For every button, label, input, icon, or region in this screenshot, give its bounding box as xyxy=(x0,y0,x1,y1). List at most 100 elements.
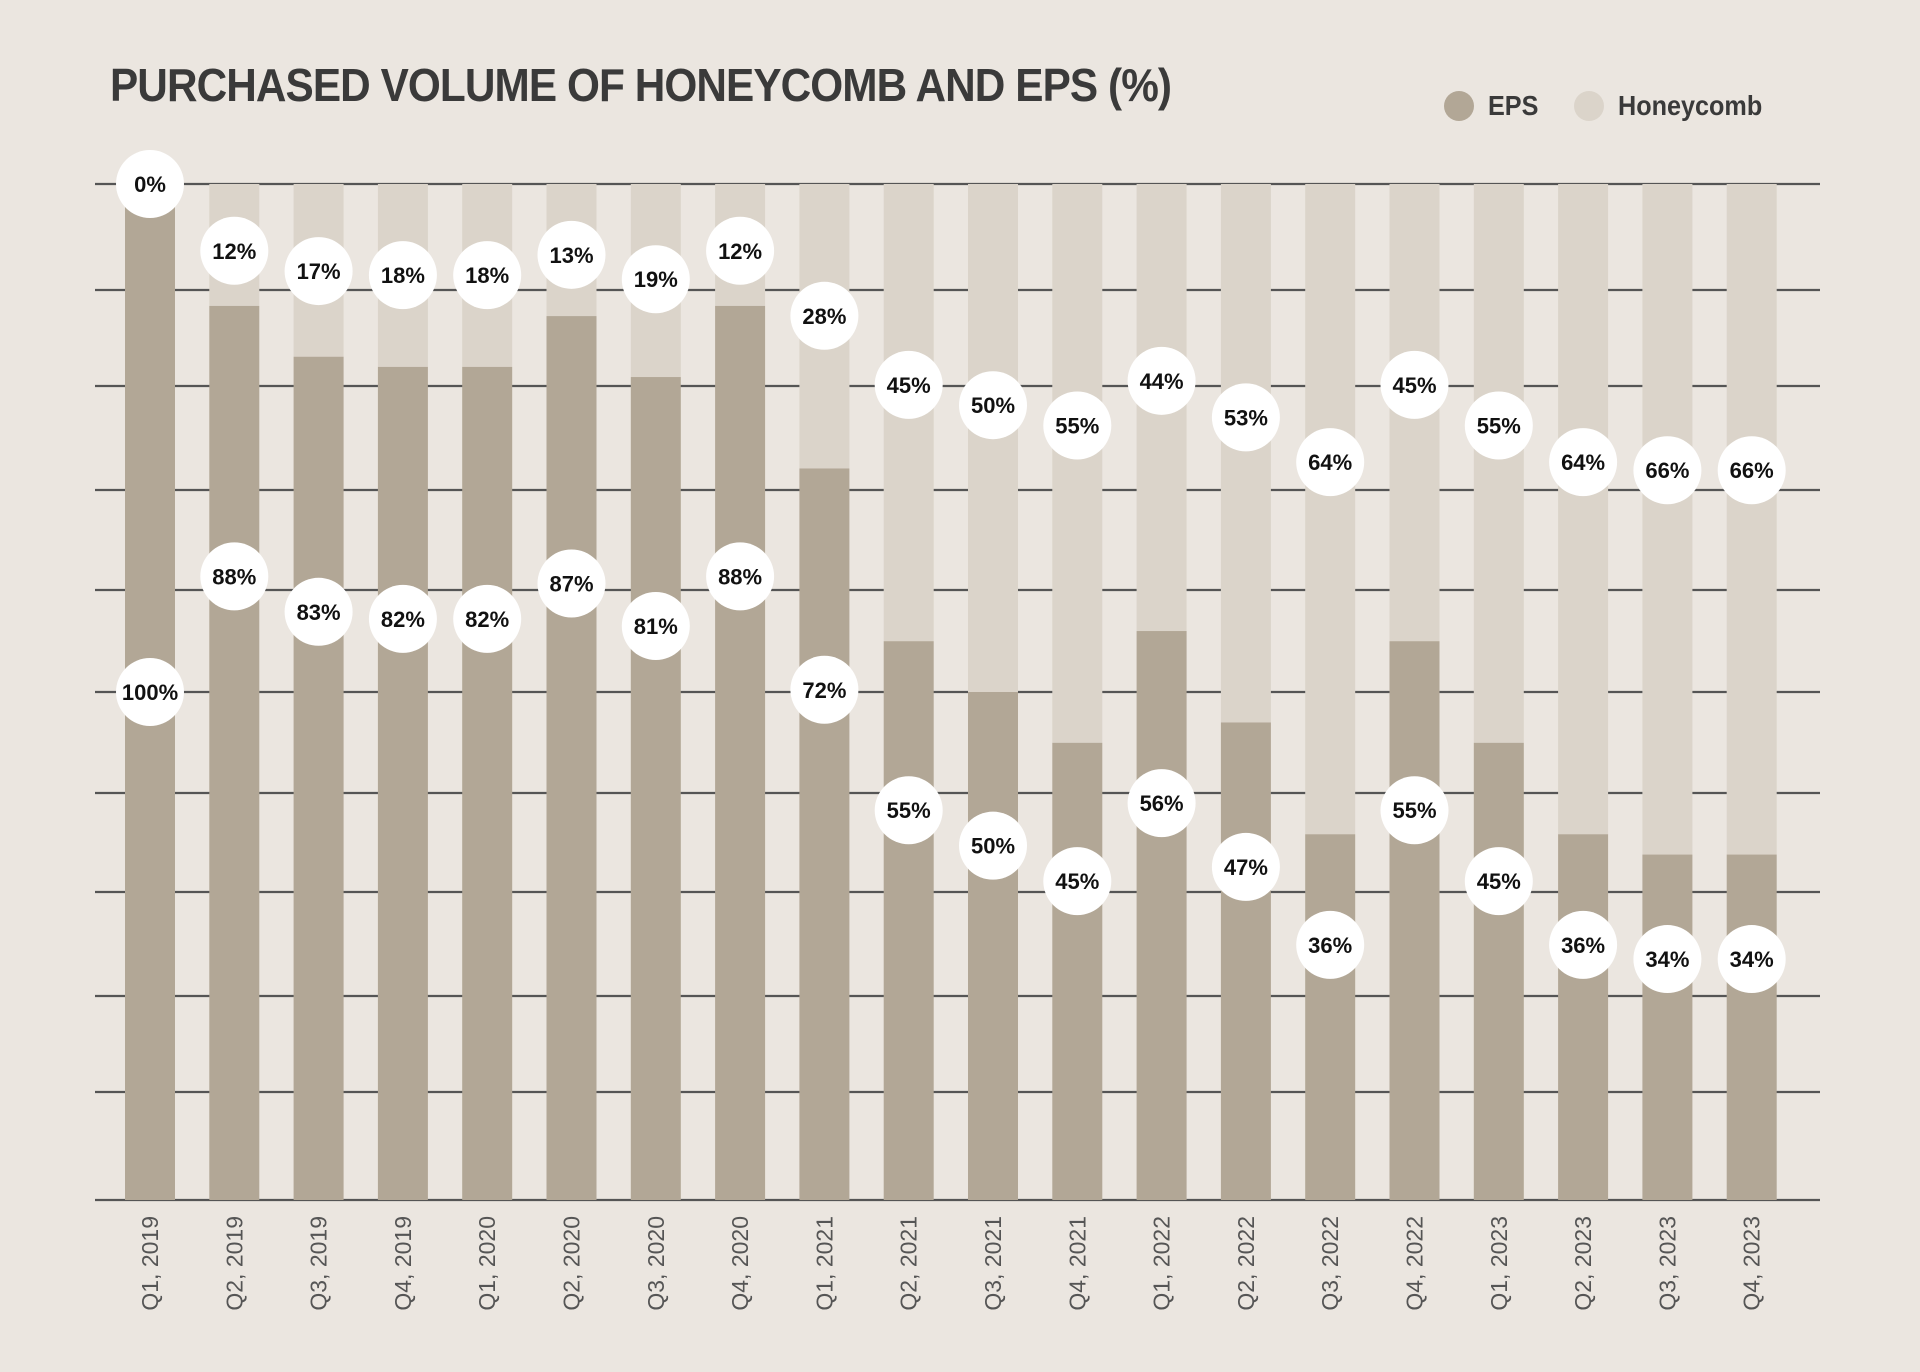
data-label-bubble xyxy=(368,584,437,653)
legend-label-honeycomb: Honeycomb xyxy=(1617,90,1762,121)
data-label-bubble xyxy=(1296,428,1365,497)
data-label-eps: 100% xyxy=(116,658,184,726)
bar-eps xyxy=(799,468,850,1201)
data-label-text: 36% xyxy=(1561,933,1605,958)
data-label-text: 55% xyxy=(1055,414,1099,439)
data-label-bubble xyxy=(284,577,353,646)
data-label-text: 88% xyxy=(718,564,762,589)
data-label-text: 83% xyxy=(297,600,341,625)
data-label-text: 81% xyxy=(634,614,678,639)
data-label-eps: 81% xyxy=(621,591,690,660)
bar-eps xyxy=(293,356,344,1201)
bar-eps xyxy=(462,366,513,1200)
data-label-text: 82% xyxy=(465,607,509,632)
data-label-bubble xyxy=(1717,436,1786,505)
data-label-bubble xyxy=(1717,925,1786,994)
data-label-text: 47% xyxy=(1224,855,1268,880)
x-tick-label: Q2, 2023 xyxy=(1570,1216,1596,1311)
x-tick-label: Q3, 2020 xyxy=(643,1216,669,1311)
data-label-honeycomb: 50% xyxy=(959,371,1027,440)
x-tick-label: Q1, 2021 xyxy=(811,1216,837,1311)
x-tick-label: Q1, 2019 xyxy=(137,1216,163,1311)
x-tick-label: Q1, 2022 xyxy=(1149,1216,1175,1311)
chart-title: PURCHASED VOLUME OF HONEYCOMB AND EPS (%… xyxy=(110,59,1172,111)
data-label-bubble xyxy=(200,542,269,611)
x-tick-label: Q4, 2023 xyxy=(1739,1216,1765,1311)
data-label-bubble xyxy=(1127,769,1196,838)
bars xyxy=(125,184,1777,1201)
x-tick-label: Q3, 2023 xyxy=(1654,1216,1680,1311)
data-label-text: 12% xyxy=(718,239,762,264)
data-label-honeycomb: 64% xyxy=(1296,428,1365,497)
data-label-bubble xyxy=(116,150,184,218)
data-label-text: 64% xyxy=(1308,450,1352,475)
data-label-bubble xyxy=(1296,910,1365,979)
x-tick-label: Q2, 2022 xyxy=(1233,1216,1259,1311)
data-label-bubble xyxy=(1211,832,1280,901)
data-label-honeycomb: 66% xyxy=(1633,436,1702,505)
data-label-bubble xyxy=(453,241,522,310)
data-label-bubble xyxy=(959,371,1027,440)
data-label-text: 87% xyxy=(549,571,593,596)
data-label-text: 44% xyxy=(1140,369,1184,394)
data-label-text: 82% xyxy=(381,607,425,632)
bar-eps xyxy=(1389,641,1440,1200)
data-label-text: 0% xyxy=(134,172,166,197)
data-label-eps: 34% xyxy=(1633,925,1702,994)
data-label-text: 18% xyxy=(465,263,509,288)
data-label-text: 12% xyxy=(212,239,256,264)
data-label-bubble xyxy=(790,281,859,350)
bar-eps xyxy=(1136,631,1187,1200)
data-label-bubble xyxy=(874,776,943,845)
data-label-text: 53% xyxy=(1224,405,1268,430)
data-label-text: 55% xyxy=(887,798,931,823)
data-label-bubble xyxy=(453,584,522,653)
data-label-eps: 88% xyxy=(706,542,775,611)
data-label-honeycomb: 64% xyxy=(1549,428,1618,497)
data-label-eps: 55% xyxy=(1380,776,1449,845)
data-label-text: 19% xyxy=(634,267,678,292)
data-label-honeycomb: 18% xyxy=(453,241,522,310)
data-label-text: 66% xyxy=(1730,458,1774,483)
data-label-text: 55% xyxy=(1392,798,1436,823)
legend-label-eps: EPS xyxy=(1487,90,1539,121)
data-label-eps: 47% xyxy=(1211,832,1280,901)
data-label-bubble xyxy=(1464,391,1533,460)
data-label-bubble xyxy=(1464,847,1533,916)
data-label-text: 13% xyxy=(549,243,593,268)
data-label-honeycomb: 12% xyxy=(706,216,775,285)
data-label-honeycomb: 28% xyxy=(790,281,859,350)
bar-eps xyxy=(883,641,934,1200)
bar-honeycomb xyxy=(1726,184,1777,855)
data-label-bubble xyxy=(284,237,353,306)
data-label-text: 45% xyxy=(1392,373,1436,398)
data-label-eps: 88% xyxy=(200,542,269,611)
x-axis-tick-labels: Q1, 2019 Q2, 2019 Q3, 2019 Q4, 2019 Q1, 2020… xyxy=(137,1216,1765,1311)
x-tick-label: Q2, 2021 xyxy=(896,1216,922,1311)
x-tick-label: Q4, 2020 xyxy=(727,1216,753,1311)
data-label-bubble xyxy=(537,549,606,618)
data-label-bubble xyxy=(959,811,1027,880)
bar-honeycomb xyxy=(1558,184,1609,835)
data-label-bubble xyxy=(1549,428,1618,497)
data-label-eps: 72% xyxy=(790,655,859,724)
x-tick-label: Q4, 2019 xyxy=(390,1216,416,1311)
data-label-eps: 82% xyxy=(368,584,437,653)
legend-swatch-honeycomb xyxy=(1573,91,1604,121)
bar-honeycomb xyxy=(1052,184,1103,743)
data-label-text: 34% xyxy=(1730,947,1774,972)
data-label-bubble xyxy=(621,591,690,660)
data-label-bubble xyxy=(1633,436,1702,505)
x-tick-label: Q3, 2021 xyxy=(980,1216,1006,1311)
data-label-bubble xyxy=(1043,391,1112,460)
data-label-bubble xyxy=(200,216,269,285)
data-label-eps: 55% xyxy=(874,776,943,845)
data-label-eps: 36% xyxy=(1296,910,1365,979)
data-labels: 0% 100% 12% 88% 17% 83% 18% 82% 18% 82% 13% 87% 19% 8… xyxy=(116,150,1786,994)
data-label-bubble xyxy=(116,658,184,726)
data-label-bubble xyxy=(706,216,775,285)
data-label-text: 72% xyxy=(802,678,846,703)
data-label-text: 50% xyxy=(971,834,1015,859)
data-label-bubble xyxy=(1127,346,1196,415)
